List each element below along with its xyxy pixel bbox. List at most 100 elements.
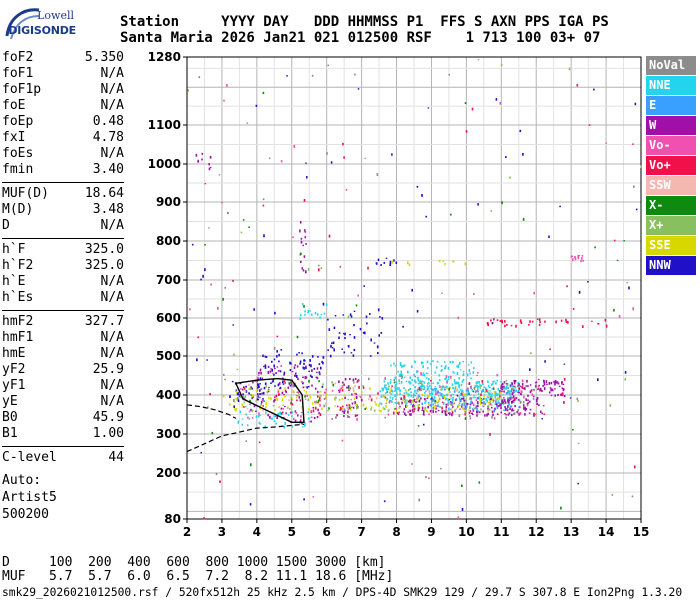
echo-point: [331, 342, 333, 344]
echo-point: [378, 404, 380, 407]
echo-point: [263, 234, 265, 238]
echo-point: [311, 402, 314, 405]
echo-point: [270, 397, 272, 401]
echo-point: [285, 391, 287, 394]
echo-point: [487, 404, 490, 408]
echo-point: [604, 318, 607, 322]
echo-point: [339, 388, 341, 392]
echo-point: [401, 374, 403, 377]
echo-point: [448, 376, 450, 379]
echo-point: [632, 143, 634, 145]
echo-point: [249, 503, 252, 506]
echo-point: [453, 379, 456, 382]
echo-point: [394, 376, 396, 380]
echo-point: [391, 385, 393, 387]
param-value: N/A: [100, 218, 124, 233]
echo-point: [284, 387, 286, 391]
echo-point: [516, 384, 519, 388]
echo-point: [616, 259, 619, 262]
x-tick-label: 10: [458, 525, 475, 539]
echo-point: [232, 279, 234, 282]
echo-point: [495, 393, 497, 397]
echo-point: [265, 402, 268, 406]
echo-point: [477, 372, 479, 374]
echo-point: [477, 410, 479, 413]
echo-point: [504, 387, 506, 390]
echo-point: [209, 393, 211, 396]
echo-point: [475, 381, 478, 384]
echo-point: [510, 396, 512, 399]
echo-point: [316, 376, 319, 380]
echo-point: [446, 379, 449, 382]
echo-point: [399, 373, 402, 376]
echo-point: [480, 393, 482, 396]
x-tick-label: 3: [218, 525, 226, 539]
echo-point: [503, 397, 505, 399]
echo-point: [452, 387, 454, 390]
echo-point: [477, 203, 479, 206]
echo-point: [274, 409, 277, 411]
echo-point: [523, 387, 525, 390]
echo-point: [465, 389, 468, 392]
echo-point: [291, 398, 294, 401]
echo-point: [413, 405, 415, 407]
echo-point: [312, 496, 315, 498]
echo-point: [452, 260, 454, 263]
echo-point: [396, 402, 398, 404]
echo-point: [505, 385, 508, 388]
echo-point: [458, 384, 460, 387]
echo-point: [413, 410, 415, 413]
echo-point: [325, 388, 327, 391]
echo-point: [447, 404, 449, 406]
echo-point: [628, 286, 630, 290]
echo-point: [544, 360, 546, 363]
echo-point: [435, 407, 437, 410]
echo-point: [441, 369, 443, 371]
echo-point: [483, 398, 485, 400]
echo-point: [379, 316, 381, 318]
echo-point: [388, 385, 390, 388]
echo-point: [479, 386, 481, 389]
echo-point: [303, 359, 305, 361]
echo-point: [513, 401, 515, 403]
echo-point: [493, 380, 496, 383]
echo-point: [399, 363, 402, 367]
echo-point: [515, 397, 518, 399]
echo-point: [512, 387, 514, 390]
legend-item: SSW: [646, 176, 696, 195]
echo-point: [394, 384, 397, 387]
echo-point: [292, 384, 294, 388]
footer-info: smk29_2026021012500.rsf / 520fx512h 25 k…: [2, 586, 683, 599]
echo-point: [529, 320, 531, 323]
echo-point: [396, 392, 398, 396]
echo-point: [420, 389, 423, 391]
echo-point: [540, 410, 542, 413]
echo-point: [518, 387, 520, 390]
echo-point: [273, 373, 275, 376]
echo-point: [303, 498, 305, 501]
echo-point: [419, 395, 421, 398]
echo-point: [287, 406, 289, 409]
echo-point: [393, 379, 396, 382]
echo-point: [256, 398, 259, 401]
echo-point: [476, 374, 478, 377]
echo-point: [344, 337, 346, 340]
echo-point: [509, 407, 511, 410]
echo-point: [249, 387, 252, 390]
echo-point: [427, 383, 429, 385]
echo-point: [518, 383, 520, 386]
echo-point: [495, 400, 497, 403]
echo-point: [398, 387, 400, 390]
legend-item: Vo+: [646, 156, 696, 175]
echo-point: [271, 381, 274, 383]
echo-point: [263, 365, 265, 368]
echo-point: [442, 402, 445, 405]
echo-point: [510, 389, 513, 393]
echo-point: [525, 408, 528, 410]
echo-point: [357, 379, 359, 383]
echo-point: [525, 385, 527, 387]
echo-point: [459, 394, 462, 396]
echo-point: [456, 381, 458, 385]
echo-point: [248, 387, 251, 390]
echo-point: [298, 396, 301, 399]
